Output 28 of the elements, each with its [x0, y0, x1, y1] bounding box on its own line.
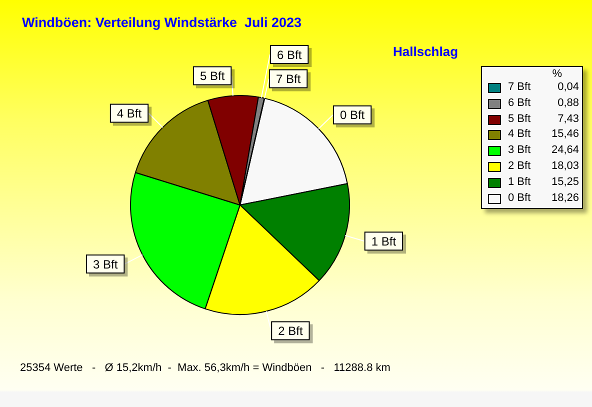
data-label: 15,46 — [551, 128, 579, 140]
text: 25354 Werte - Ø 15,2km/h - Max. 56,3km/h = Windböen - 11288.8 km — [20, 362, 390, 374]
slice-label: 6 Bft — [277, 48, 302, 62]
chart-title: Windböen: Verteilung Windstärke Juli 2023 — [22, 15, 302, 30]
slice-label: 4 Bft — [116, 106, 142, 121]
chart-subtitle: Hallschlag — [393, 44, 458, 59]
legend-label: 2 Bft — [508, 160, 531, 172]
legend-title: % — [551, 67, 563, 80]
data-label: 0,04 — [558, 81, 579, 93]
data-label: 0,88 — [558, 96, 579, 109]
legend-label: 4 Bft — [508, 128, 531, 140]
slice-label: 0 Bft — [340, 108, 366, 122]
slice-label: 2 Bft — [278, 324, 304, 338]
legend-label: 5 Bft — [508, 112, 531, 125]
data-label: 15,25 — [551, 176, 579, 188]
legend-label: 6 Bft — [508, 96, 531, 109]
slice-label: 5 Bft — [200, 69, 226, 84]
legend-label: 1 Bft — [508, 176, 531, 188]
slice-label: 7 Bft — [276, 72, 302, 86]
data-label: 7,43 — [558, 112, 579, 125]
data-label: 18,03 — [551, 160, 579, 172]
slice-label: 1 Bft — [371, 234, 397, 248]
legend-label: 0 Bft — [508, 192, 531, 204]
legend-label: 7 Bft — [508, 81, 531, 93]
legend-label: 3 Bft — [508, 144, 531, 156]
data-label: 18,26 — [551, 192, 579, 204]
slice-label: 3 Bft — [93, 257, 118, 272]
data-label: 24,64 — [551, 144, 579, 156]
